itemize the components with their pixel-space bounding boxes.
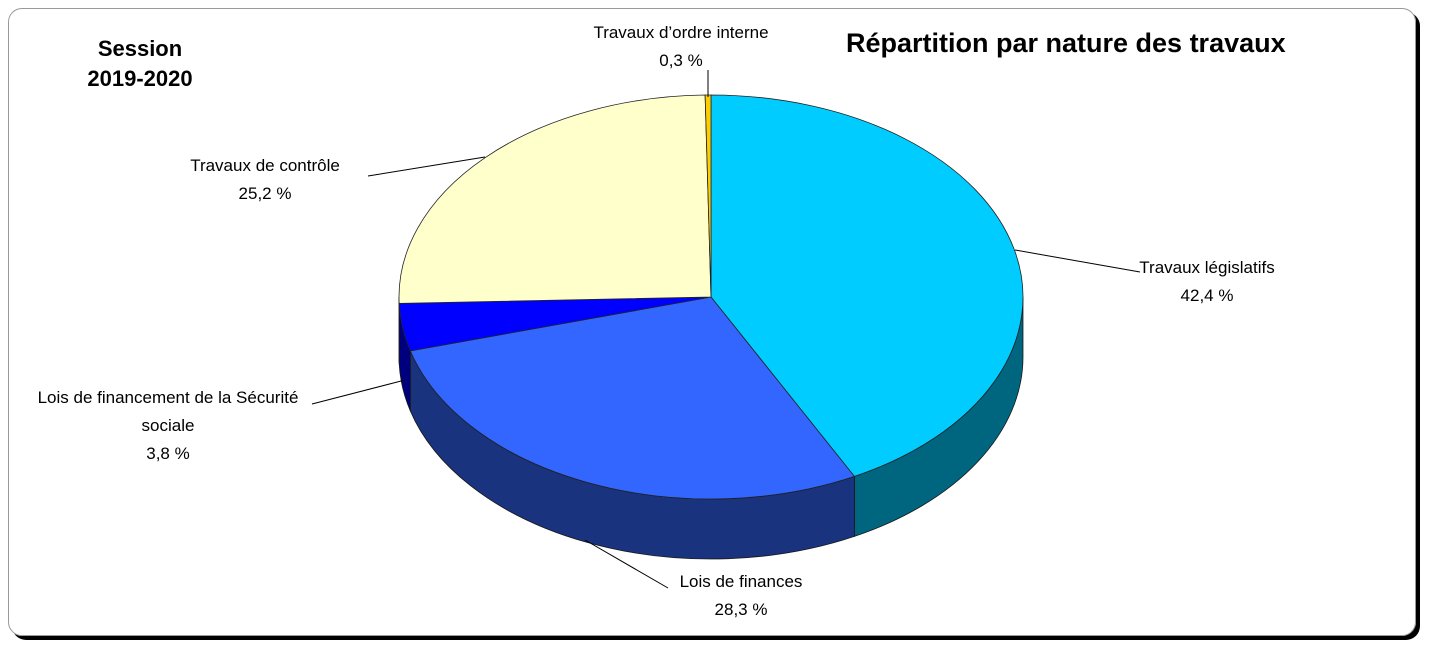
label-value: 42,4 %	[1180, 286, 1234, 305]
label-value: 28,3 %	[714, 600, 768, 619]
slice	[398, 94, 712, 304]
slice-side-shade	[410, 350, 855, 559]
label-value: 3,8 %	[146, 444, 190, 463]
leader-line	[1014, 249, 1141, 273]
label-value: 0,3 %	[659, 51, 703, 70]
leader-line	[367, 156, 486, 177]
label-name: Lois de financement de la Sécurité socia…	[37, 388, 299, 435]
label-name: Travaux législatifs	[1139, 258, 1275, 277]
data-label: Lois de finances 28,3 %	[641, 568, 841, 624]
label-name: Travaux de contrôle	[190, 156, 340, 175]
data-label: Lois de financement de la Sécurité socia…	[23, 384, 313, 468]
chart-subtitle: Session 2019-2020	[87, 36, 193, 91]
slice	[710, 94, 1024, 477]
leader-line	[584, 539, 669, 589]
data-label: Travaux de contrôle 25,2 %	[155, 152, 375, 208]
data-label: Travaux d’ordre interne 0,3 %	[551, 19, 811, 75]
chart-title: Répartition par nature des travaux	[846, 28, 1286, 58]
slice	[409, 296, 856, 500]
data-label: Travaux législatifs 42,4 %	[1107, 254, 1307, 310]
label-name: Travaux d’ordre interne	[593, 23, 769, 42]
chart-frame	[8, 8, 1416, 636]
slice-side-shade	[399, 303, 411, 411]
slice-side-shade	[854, 297, 1023, 537]
label-value: 25,2 %	[238, 184, 292, 203]
label-name: Lois de finances	[679, 572, 803, 591]
leader-line	[311, 379, 406, 405]
